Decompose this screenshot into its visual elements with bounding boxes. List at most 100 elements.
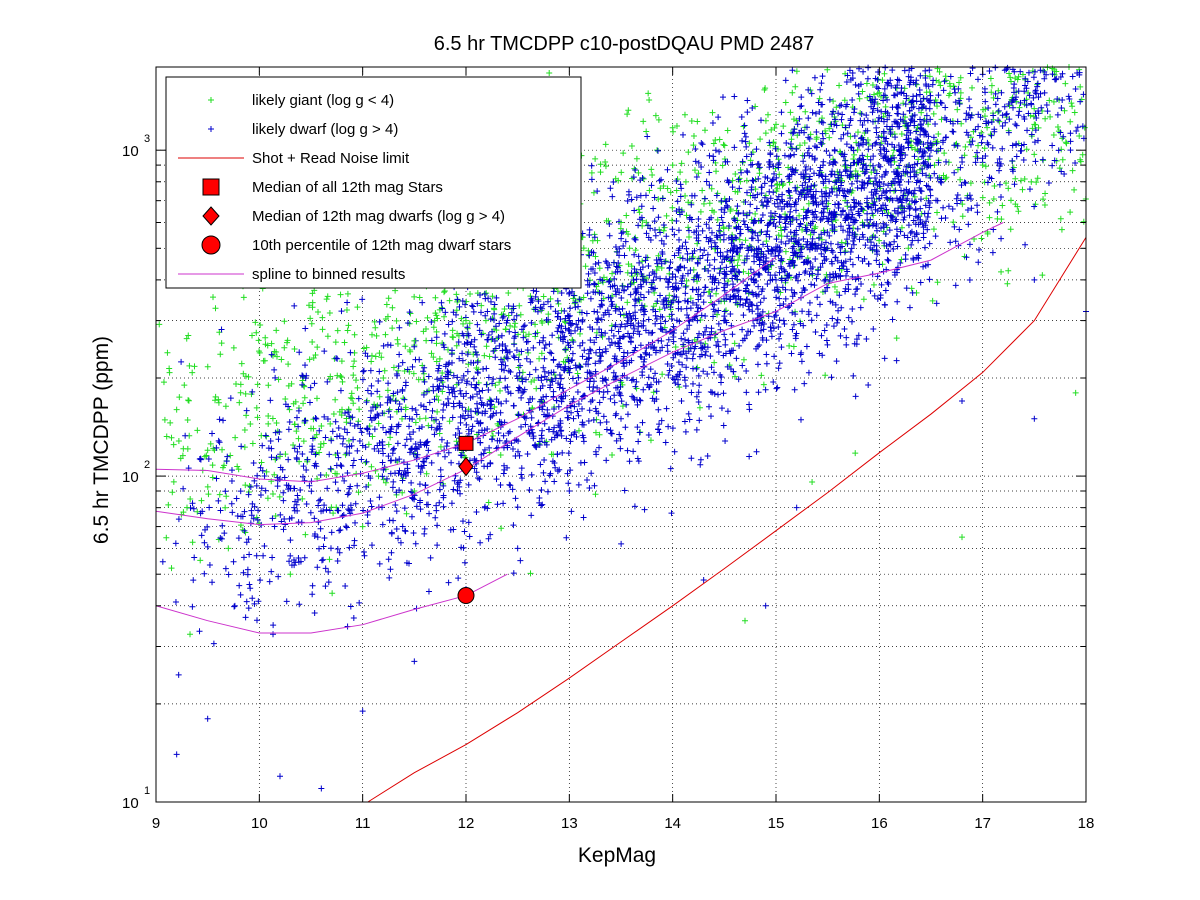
dwarf-point (728, 268, 735, 275)
dwarf-point (989, 144, 996, 151)
dwarf-point (873, 227, 880, 234)
dwarf-point (885, 257, 892, 264)
dwarf-point (454, 374, 461, 381)
dwarf-point (250, 460, 257, 467)
dwarf-point (705, 238, 712, 245)
dwarf-point (539, 501, 546, 508)
dwarf-point (597, 419, 604, 426)
giant-point (328, 466, 335, 473)
giant-point (237, 522, 244, 529)
dwarf-point (588, 162, 595, 169)
giant-point (1057, 215, 1064, 222)
dwarf-point (870, 162, 877, 169)
dwarf-point (725, 178, 732, 185)
dwarf-point (259, 467, 266, 474)
dwarf-point (309, 435, 316, 442)
dwarf-point (861, 170, 868, 177)
dwarf-point (367, 367, 374, 374)
dwarf-point (729, 253, 736, 260)
giant-point (341, 339, 348, 346)
dwarf-point (437, 466, 444, 473)
dwarf-point (504, 355, 511, 362)
giant-point (326, 556, 333, 563)
dwarf-point (1041, 75, 1048, 82)
dwarf-point (425, 588, 432, 595)
giant-point (957, 74, 964, 81)
giant-point (854, 146, 861, 153)
giant-point (661, 224, 668, 231)
dwarf-point (727, 247, 734, 254)
dwarf-point (862, 169, 869, 176)
dwarf-point (698, 163, 705, 170)
dwarf-point (470, 308, 477, 315)
dwarf-point (620, 243, 627, 250)
dwarf-point (332, 479, 339, 486)
dwarf-point (457, 419, 464, 426)
dwarf-point (219, 522, 226, 529)
dwarf-point (864, 236, 871, 243)
dwarf-point (989, 249, 996, 256)
dwarf-point (257, 491, 264, 498)
dwarf-point (231, 603, 238, 610)
dwarf-point (431, 396, 438, 403)
dwarf-point (528, 319, 535, 326)
giant-point (700, 200, 707, 207)
dwarf-point (548, 350, 555, 357)
giant-point (161, 416, 168, 423)
dwarf-point (569, 350, 576, 357)
dwarf-point (711, 390, 718, 397)
dwarf-point (994, 208, 1001, 215)
dwarf-point (466, 533, 473, 540)
dwarf-point (1043, 71, 1050, 78)
giant-point (312, 351, 319, 358)
giant-point (911, 193, 918, 200)
dwarf-point (837, 332, 844, 339)
dwarf-point (733, 235, 740, 242)
dwarf-point (632, 309, 639, 316)
dwarf-point (664, 348, 671, 355)
giant-point (577, 330, 584, 337)
dwarf-point (849, 97, 856, 104)
dwarf-point (496, 342, 503, 349)
dwarf-point (872, 96, 879, 103)
dwarf-point (704, 452, 711, 459)
dwarf-point (585, 270, 592, 277)
giant-point (762, 130, 769, 137)
giant-point (293, 428, 300, 435)
dwarf-point (743, 167, 750, 174)
dwarf-point (201, 570, 208, 577)
giant-point (734, 262, 741, 269)
dwarf-point (1074, 124, 1081, 131)
dwarf-point (347, 420, 354, 427)
dwarf-point (558, 432, 565, 439)
dwarf-point (881, 85, 888, 92)
giant-point (422, 415, 429, 422)
dwarf-point (887, 187, 894, 194)
dwarf-point (995, 117, 1002, 124)
dwarf-point (844, 228, 851, 235)
dwarf-point (813, 144, 820, 151)
dwarf-point (901, 67, 908, 74)
giant-point (389, 325, 396, 332)
dwarf-point (1026, 186, 1033, 193)
giant-point (941, 150, 948, 157)
dwarf-point (487, 402, 494, 409)
dwarf-point (425, 447, 432, 454)
dwarf-point (617, 323, 624, 330)
dwarf-point (1023, 85, 1030, 92)
dwarf-point (428, 319, 435, 326)
dwarf-point (845, 314, 852, 321)
giant-point (890, 147, 897, 154)
giant-point (428, 350, 435, 357)
dwarf-point (738, 169, 745, 176)
dwarf-point (333, 433, 340, 440)
giant-point (290, 441, 297, 448)
dwarf-point (695, 291, 702, 298)
giant-point (636, 209, 643, 216)
dwarf-point (771, 200, 778, 207)
dwarf-point (1025, 69, 1032, 76)
dwarf-point (888, 162, 895, 169)
dwarf-point (689, 255, 696, 262)
dwarf-point (490, 348, 497, 355)
dwarf-point (759, 334, 766, 341)
